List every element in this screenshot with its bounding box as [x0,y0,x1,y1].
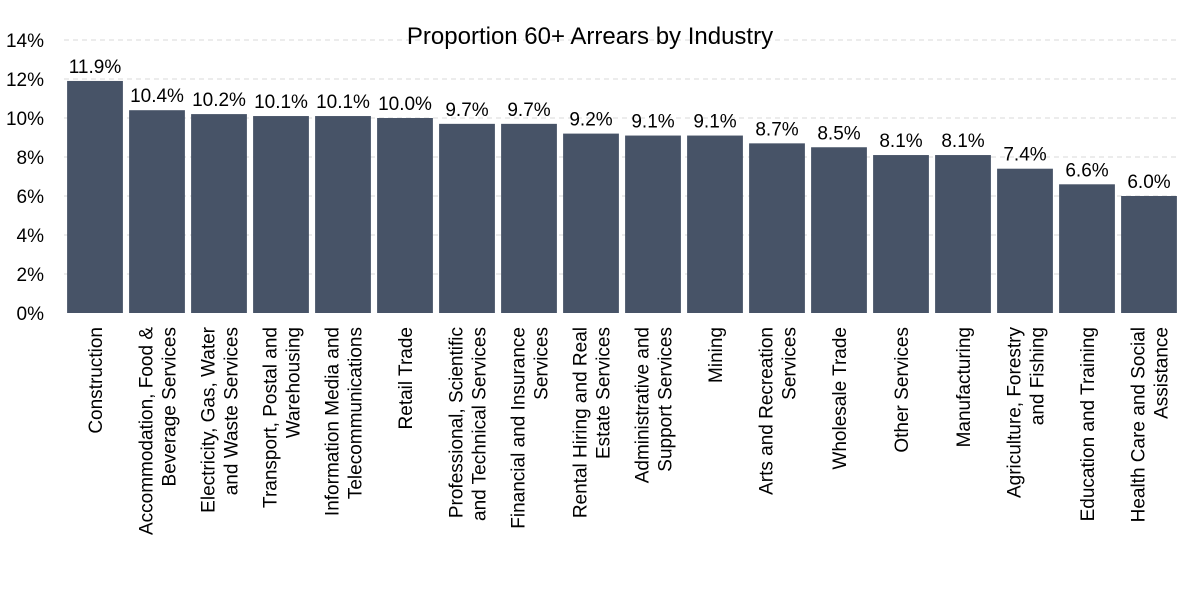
bar [873,155,929,313]
category-label: Professional, Scientific and Technical Se… [447,327,491,521]
category-label: Arts and Recreation Services [757,327,801,495]
data-label: 9.1% [693,112,736,133]
data-label: 8.5% [817,123,860,144]
svg-text:Other Services: Other Services [892,327,913,453]
svg-text:Education and Training: Education and Training [1078,327,1099,521]
y-tick-label: 4% [17,226,45,247]
data-label: 6.0% [1127,172,1170,193]
gridlines [64,39,1180,275]
bar [377,118,433,313]
svg-text:Accommodation, Food &Beverage: Accommodation, Food & Beverage Services [137,327,181,535]
category-labels: Construction Accommodation, Food & Beverag… [86,326,1173,535]
bar [997,168,1053,313]
svg-text:Manufacturing: Manufacturing [954,327,975,447]
category-label: Construction [86,327,107,434]
svg-text:Mining: Mining [706,327,727,383]
data-label: 9.7% [507,100,550,121]
bar [935,155,991,313]
data-label: 10.1% [254,92,308,113]
bar [439,123,495,313]
bar [315,116,371,313]
category-label: Education and Training [1078,327,1099,521]
data-label: 9.1% [631,112,674,133]
data-label: 11.9% [69,57,122,78]
bar [67,80,123,313]
bar [191,114,247,313]
y-tick-label: 14% [6,31,44,52]
bar [1059,184,1115,313]
category-label: Transport, Postal and Warehousing [261,327,305,508]
category-label: Agriculture, Forestry and Fishing [1005,327,1049,499]
data-label: 8.1% [879,131,922,152]
category-label: Mining [706,327,727,383]
data-label: 9.7% [445,100,488,121]
data-label: 8.1% [941,131,984,152]
bar [625,135,681,313]
svg-text:Wholesale Trade: Wholesale Trade [830,327,851,470]
category-label: Information Media and Telecommunications [323,327,367,516]
chart-title: Proportion 60+ Arrears by Industry [407,23,773,50]
category-label: Rental Hiring and Real Estate Services [571,327,615,518]
category-label: Administrative and Support Services [633,327,677,483]
data-label: 6.6% [1065,160,1108,181]
category-label: Financial and Insurance Services [509,327,553,529]
category-label: Electricity, Gas, Water and Waste Service… [199,326,243,512]
svg-text:Retail Trade: Retail Trade [396,327,417,429]
category-label: Wholesale Trade [830,327,851,470]
y-tick-label: 10% [6,109,44,130]
bar [129,110,185,313]
y-tick-label: 0% [17,304,45,325]
data-label: 10.1% [316,92,370,113]
y-axis-ticks: 0% 2% 4% 6% 8% 10% 12% 14% [6,31,44,325]
bar [749,143,805,313]
category-label: Other Services [892,327,913,453]
bar [501,123,557,313]
bar [687,135,743,313]
y-tick-label: 8% [17,148,45,169]
category-label: Accommodation, Food & Beverage Services [137,327,181,535]
data-label: 10.0% [378,94,432,115]
data-label: 8.7% [755,119,798,140]
bars [67,80,1177,313]
bar [1121,196,1177,313]
svg-text:Construction: Construction [86,327,107,434]
data-label: 9.2% [569,110,612,131]
category-label: Retail Trade [396,327,417,429]
bar [811,147,867,313]
y-tick-label: 12% [6,70,44,91]
y-tick-label: 6% [17,187,45,208]
data-label: 10.2% [192,90,246,111]
category-label: Manufacturing [954,327,975,447]
bar [253,116,309,313]
data-label: 10.4% [130,86,184,107]
y-tick-label: 2% [17,265,45,286]
data-labels: 11.9% 10.4% 10.2% 10.1% 10.1% 10.0% 9.7% 9.7% 9.… [69,57,1171,193]
category-label: Health Care and Social Assistance [1129,327,1173,522]
bar [563,133,619,313]
data-label: 7.4% [1003,145,1046,166]
